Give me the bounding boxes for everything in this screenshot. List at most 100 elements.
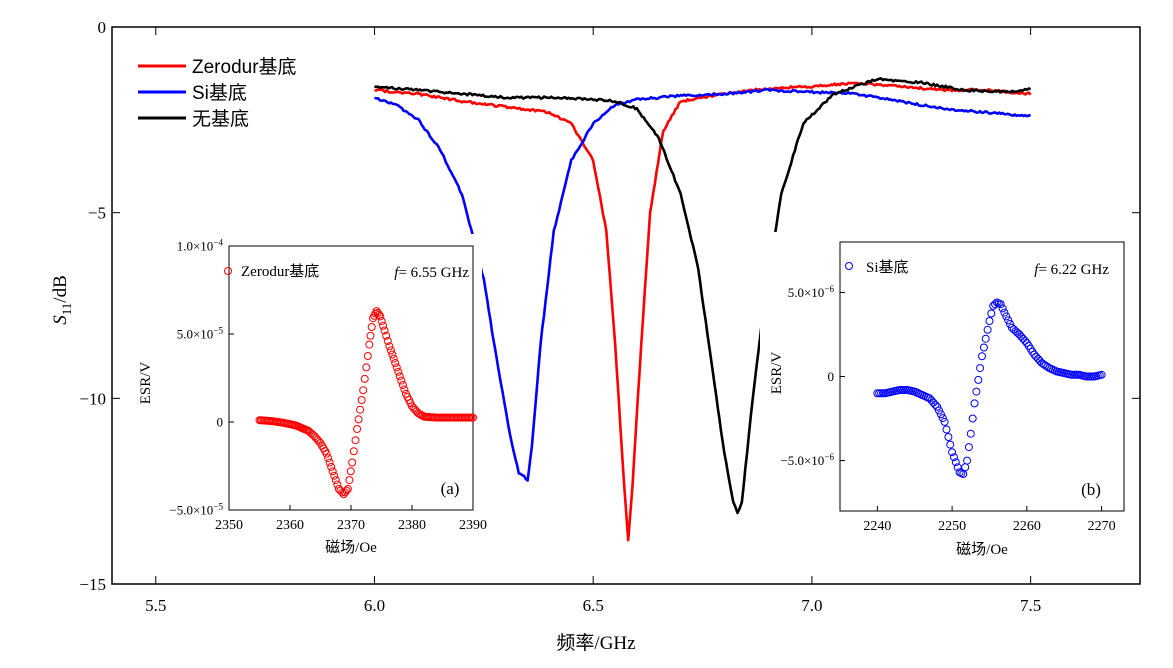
inset-b-frequency-annotation: f= 6.22 GHz bbox=[1034, 262, 1109, 278]
legend-label-zerodur: Zerodur基底 bbox=[192, 56, 297, 78]
inset-a-point-98 bbox=[395, 372, 404, 381]
inset-b-point-33 bbox=[935, 406, 943, 415]
inset-a-point-49 bbox=[324, 454, 333, 463]
inset-b-point-70 bbox=[1004, 316, 1013, 325]
inset-a-point-99 bbox=[397, 376, 406, 385]
main-series-line-0 bbox=[374, 81, 1032, 542]
inset-a-point-150 bbox=[469, 413, 477, 422]
inset-a-point-74 bbox=[362, 363, 371, 372]
inset-b-xtick-label-1: 2250 bbox=[938, 519, 966, 534]
inset-b: 2240 2250 2260 2270 5.0×10−6 0 −5.0×10−6 磁场/Oe… bbox=[760, 232, 1130, 568]
inset-b-point-38 bbox=[944, 433, 953, 441]
inset-b-point-35 bbox=[938, 414, 947, 423]
inset-a-point-50 bbox=[325, 458, 334, 467]
inset-b-y-axis-label: ESR/V bbox=[769, 352, 785, 395]
inset-a-point-71 bbox=[357, 396, 366, 404]
main-x-axis-label: 频率/GHz bbox=[556, 632, 635, 654]
inset-b-point-55 bbox=[976, 364, 985, 373]
inset-b-point-68 bbox=[1000, 308, 1009, 317]
inset-a-point-87 bbox=[379, 321, 388, 330]
inset-a-point-64 bbox=[346, 467, 355, 476]
inset-a-point-88 bbox=[380, 326, 389, 335]
inset-a-point-73 bbox=[360, 374, 369, 383]
inset-b-point-51 bbox=[968, 414, 977, 423]
inset-b-point-31 bbox=[931, 400, 940, 409]
inset-a-ytick-label-1: 5.0×10−5 bbox=[177, 325, 224, 341]
inset-b-point-52 bbox=[970, 399, 979, 408]
inset-a-point-97 bbox=[394, 367, 403, 376]
main-series-line-1 bbox=[374, 88, 1032, 482]
inset-b-point-42 bbox=[951, 458, 960, 467]
inset-a-legend-label: Zerodur基底 bbox=[241, 263, 319, 280]
inset-a-xtick-label-3: 2380 bbox=[398, 518, 426, 533]
inset-a-point-95 bbox=[391, 359, 400, 367]
inset-a-point-51 bbox=[327, 462, 336, 471]
inset-a-point-77 bbox=[366, 331, 375, 340]
inset-a-point-65 bbox=[348, 458, 357, 467]
main-series-group bbox=[374, 77, 1032, 542]
main-legend: Zerodur基底 Si基底 无基底 bbox=[138, 56, 297, 130]
inset-b-panel-label: (b) bbox=[1081, 480, 1101, 499]
inset-a-xtick-label-2: 2370 bbox=[337, 518, 365, 533]
inset-a-point-61 bbox=[342, 486, 351, 495]
inset-b-point-50 bbox=[966, 429, 975, 438]
inset-a-point-85 bbox=[376, 312, 385, 321]
inset-b-point-54 bbox=[974, 375, 983, 384]
inset-a-frequency-value: = 6.55 GHz bbox=[398, 265, 469, 281]
inset-b-point-40 bbox=[948, 448, 957, 457]
inset-a-point-58 bbox=[338, 488, 347, 497]
inset-a-point-72 bbox=[359, 386, 368, 395]
inset-a-panel-label: (a) bbox=[441, 479, 460, 498]
inset-a-frequency-var: f bbox=[394, 265, 400, 281]
inset-b-point-61 bbox=[987, 309, 996, 318]
inset-b-point-69 bbox=[1002, 312, 1011, 321]
inset-b-point-57 bbox=[979, 343, 988, 352]
inset-a-xtick-label-0: 2350 bbox=[215, 518, 243, 533]
inset-a-point-48 bbox=[322, 449, 331, 458]
inset-b-series-group bbox=[873, 298, 1106, 478]
inset-a-point-67 bbox=[351, 436, 360, 445]
inset-a-xtick-label-4: 2390 bbox=[459, 518, 487, 533]
inset-a-point-70 bbox=[356, 405, 365, 414]
inset-a-point-69 bbox=[354, 415, 363, 424]
inset-b-point-36 bbox=[940, 417, 949, 426]
inset-b-point-67 bbox=[998, 304, 1007, 313]
inset-a-background bbox=[124, 234, 482, 564]
inset-a-ytick-label-3: −5.0×10−5 bbox=[169, 501, 223, 517]
main-ytick-label-3: −15 bbox=[79, 575, 106, 594]
inset-b-point-34 bbox=[936, 410, 945, 419]
inset-b-point-49 bbox=[964, 443, 973, 452]
inset-a-x-axis-label: 磁场/Oe bbox=[325, 539, 377, 556]
inset-b-legend-marker bbox=[845, 262, 853, 270]
inset-a-ticks: 2350 2360 2370 2380 2390 1.0×10−4 5.0×10−5 0 −5.… bbox=[169, 237, 487, 533]
inset-b-point-37 bbox=[942, 425, 951, 434]
inset-a-point-96 bbox=[392, 363, 401, 372]
inset-a-point-91 bbox=[385, 342, 394, 351]
inset-a-point-55 bbox=[333, 480, 342, 489]
inset-a-point-54 bbox=[331, 476, 340, 485]
inset-b-point-120 bbox=[1097, 370, 1106, 379]
inset-a-point-94 bbox=[389, 354, 398, 363]
inset-b-ytick-label-0: 5.0×10−6 bbox=[788, 284, 835, 300]
inset-a-point-90 bbox=[383, 337, 392, 345]
main-series-line-2 bbox=[374, 77, 1032, 515]
inset-b-x-axis-label: 磁场/Oe bbox=[956, 541, 1008, 558]
main-plot-frame bbox=[111, 26, 1141, 585]
inset-a-xtick-label-1: 2360 bbox=[276, 518, 304, 533]
inset-b-point-41 bbox=[950, 453, 958, 462]
inset-a-point-78 bbox=[367, 323, 376, 331]
inset-a-point-89 bbox=[382, 331, 391, 340]
inset-b-point-39 bbox=[946, 440, 955, 449]
inset-a-point-63 bbox=[345, 476, 354, 485]
main-xtick-label-0: 5.5 bbox=[145, 596, 166, 615]
inset-a-point-86 bbox=[377, 317, 386, 326]
inset-b-frequency-value: = 6.22 GHz bbox=[1038, 262, 1109, 278]
inset-b-background bbox=[760, 232, 1130, 568]
main-xtick-label-1: 6.0 bbox=[364, 596, 385, 615]
inset-b-point-32 bbox=[933, 402, 942, 411]
inset-b-point-63 bbox=[991, 300, 1000, 309]
main-ytick-label-1: −5 bbox=[88, 204, 106, 223]
inset-b-point-59 bbox=[983, 325, 992, 334]
main-ticks: 5.5 6.0 6.5 7.0 7.5 0 −5 −10 −15 bbox=[79, 18, 1140, 615]
